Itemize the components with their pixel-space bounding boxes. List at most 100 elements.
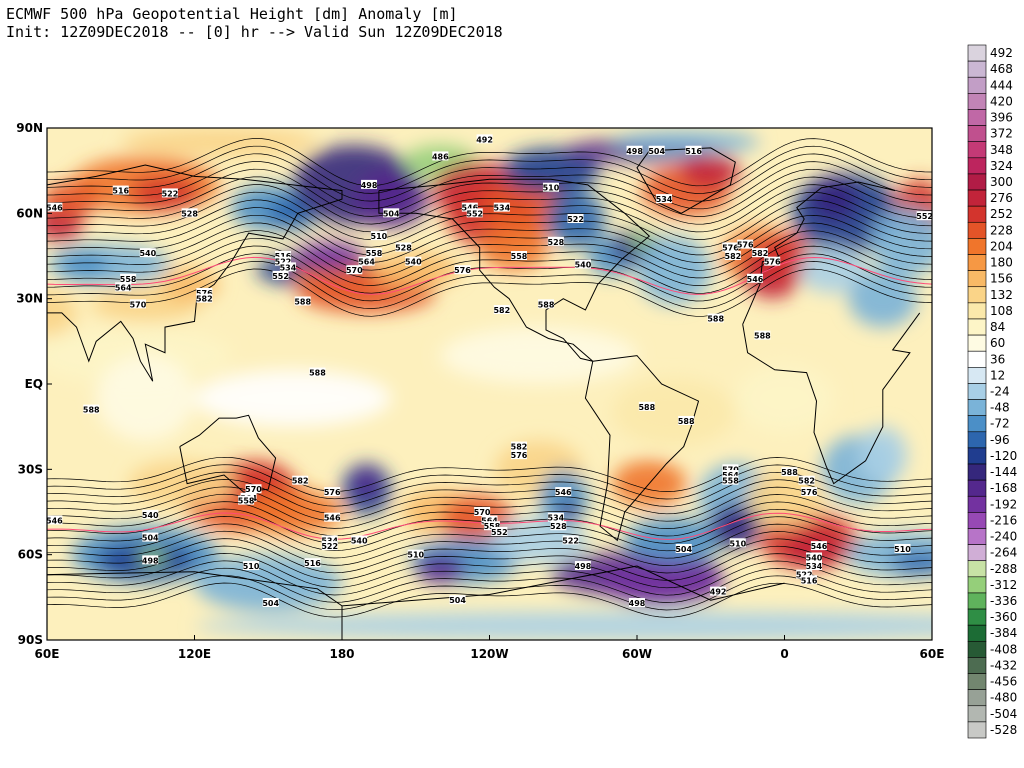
contour-label-bg — [361, 179, 378, 189]
contour-label-bg — [324, 512, 341, 522]
contour-line-north — [47, 168, 932, 217]
colorbar-label: 468 — [990, 62, 1013, 76]
colorbar-label: 12 — [990, 368, 1005, 382]
contour-label-bg — [461, 202, 478, 212]
lon-label: 60E — [920, 647, 945, 661]
colorbar-swatch — [967, 673, 987, 690]
contour-label-bg — [737, 239, 754, 249]
contour-label-bg — [710, 586, 727, 596]
contour-label: 546 — [46, 517, 63, 526]
contour-label-bg — [358, 256, 375, 266]
colorbar-swatch — [967, 689, 987, 707]
contour-label-bg — [491, 526, 508, 536]
contour-line-north — [47, 245, 932, 294]
colorbar-swatch — [967, 705, 987, 723]
contour-label: 576 — [454, 266, 471, 275]
contour-line-south — [47, 523, 932, 559]
contour-label: 576 — [737, 241, 754, 250]
contour-label-bg — [542, 182, 559, 192]
contour-label: 522 — [796, 571, 813, 580]
contour-label-bg — [476, 134, 493, 144]
colorbar: 492 468 444 420 396 372 348 324 300 276 252 228 204 1… — [967, 44, 1017, 739]
contour-label-bg — [181, 208, 198, 218]
contour-label-bg — [810, 541, 827, 551]
lon-label: 120W — [470, 647, 508, 661]
colorbar-label: -72 — [990, 417, 1010, 431]
contour-label: 576 — [801, 488, 818, 497]
lon-label: 120E — [178, 647, 211, 661]
contour-label-bg — [806, 552, 822, 562]
contour-label: 516 — [112, 187, 129, 196]
contour-label: 492 — [710, 588, 727, 597]
contour-label-bg — [120, 273, 137, 283]
colorbar-label: -264 — [990, 546, 1017, 560]
contour-label: 510 — [407, 551, 424, 560]
contour-label-bg — [648, 145, 665, 155]
lon-label: 0 — [780, 647, 788, 661]
contour-label-bg — [678, 415, 695, 425]
colorbar-swatch — [967, 173, 987, 191]
contour-label-bg — [46, 515, 63, 525]
colorbar-label: 156 — [990, 272, 1013, 286]
contour-label-bg — [562, 535, 579, 545]
colorbar-swatch — [967, 334, 987, 352]
contour-label: 516 — [801, 576, 818, 585]
contour-label-bg — [483, 521, 500, 531]
contour-label-bg — [346, 265, 363, 275]
colorbar-label: 252 — [990, 207, 1013, 221]
contour-line-north — [47, 207, 932, 256]
contour-line-north — [47, 214, 932, 263]
contour-label: 588 — [83, 406, 100, 415]
colorbar-label: 396 — [990, 111, 1013, 125]
colorbar-swatch — [967, 495, 987, 513]
contour-label: 582 — [292, 477, 309, 486]
contour-label-bg — [481, 515, 498, 525]
contour-label: 510 — [894, 545, 911, 554]
contour-label: 546 — [811, 542, 828, 551]
contour-label: 558 — [238, 497, 255, 506]
contour-label: 540 — [351, 536, 368, 545]
colorbar-label: -528 — [990, 723, 1017, 737]
contour-label: 504 — [675, 545, 692, 554]
contour-label: 540 — [142, 511, 159, 520]
contour-line-south — [47, 530, 932, 566]
contour-label: 498 — [629, 599, 646, 608]
colorbar-swatch — [967, 383, 987, 400]
contour-line-south — [47, 567, 932, 603]
lat-label: 60N — [16, 206, 43, 220]
contour-label: 588 — [678, 417, 695, 426]
contour-label: 510 — [729, 539, 746, 548]
contour-label: 588 — [754, 332, 771, 341]
colorbar-swatch — [967, 512, 987, 529]
colorbar-swatch — [967, 238, 987, 255]
colorbar-swatch — [967, 221, 987, 239]
contour-label: 576 — [722, 243, 739, 252]
contour-label: 498 — [142, 556, 159, 565]
contour-label-bg — [547, 512, 564, 522]
contour-label: 510 — [243, 562, 260, 571]
contour-line-south — [47, 464, 932, 500]
colorbar-label: -120 — [990, 449, 1017, 463]
colorbar-swatch — [967, 286, 987, 304]
colorbar-swatch — [967, 141, 987, 159]
contour-label: 504 — [383, 209, 400, 218]
contour-label-bg — [729, 538, 746, 548]
contour-label: 546 — [461, 204, 478, 213]
colorbar-swatch — [967, 544, 987, 562]
coastline-australia — [179, 414, 277, 493]
contour-label-bg — [112, 185, 129, 195]
contour-label: 552 — [466, 209, 483, 218]
coastline-asia — [47, 164, 343, 382]
contour-label: 540 — [575, 261, 592, 270]
colorbar-swatch — [967, 189, 987, 207]
colorbar-label: 348 — [990, 143, 1013, 157]
contour-label: 540 — [806, 554, 823, 563]
contour-label-bg — [395, 242, 412, 252]
colorbar-label: -24 — [990, 385, 1010, 399]
contour-label: 570 — [474, 508, 491, 517]
contour-label-bg — [685, 145, 702, 155]
contour-label: 588 — [294, 298, 311, 307]
contour-label-bg — [754, 330, 771, 340]
contour-label-bg — [304, 558, 321, 568]
coastline-south-america — [584, 355, 700, 542]
